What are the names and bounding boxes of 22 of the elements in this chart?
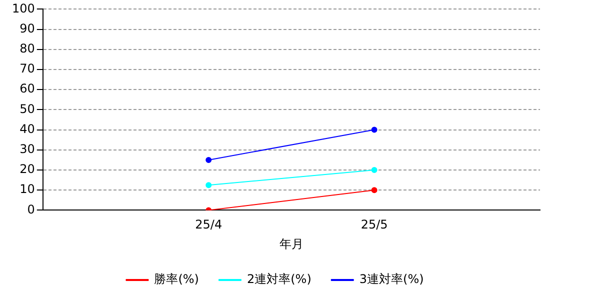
y-tick-label: 20 bbox=[20, 162, 35, 176]
y-tick-label: 70 bbox=[20, 62, 35, 76]
y-tick-label: 60 bbox=[20, 82, 35, 96]
y-tick-label: 90 bbox=[20, 21, 35, 36]
legend-label: 2連対率(%) bbox=[246, 272, 312, 286]
point bbox=[371, 126, 378, 133]
x-axis-title: 年月 bbox=[279, 236, 304, 251]
y-tick-label: 100 bbox=[12, 1, 35, 16]
y-tick-label: 50 bbox=[20, 102, 35, 116]
y-tick-label: 80 bbox=[20, 42, 35, 56]
y-tick-label: 0 bbox=[27, 202, 35, 216]
point bbox=[371, 187, 378, 194]
y-tick-label: 40 bbox=[20, 122, 35, 136]
y-tick-label: 10 bbox=[20, 182, 35, 196]
y-tick-label: 30 bbox=[20, 142, 35, 156]
legend-label: 3連対率(%) bbox=[359, 272, 424, 286]
point bbox=[206, 182, 212, 188]
point bbox=[206, 156, 212, 163]
x-tick-label: 25/4 bbox=[195, 218, 222, 232]
legend-label: 勝率(%) bbox=[154, 272, 199, 286]
point bbox=[371, 167, 378, 173]
x-tick-label: 25/5 bbox=[360, 218, 388, 232]
